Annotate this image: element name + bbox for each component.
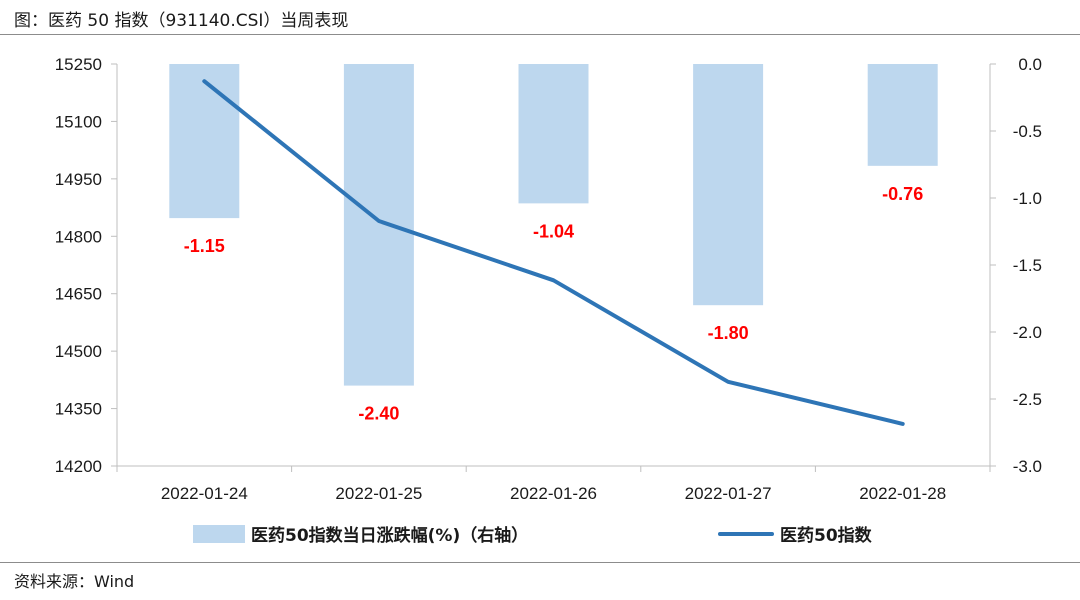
x-axis-tick-label: 2022-01-25	[335, 484, 422, 503]
left-axis-tick-label: 14200	[55, 457, 102, 476]
bar-data-label: -0.76	[882, 184, 923, 204]
x-axis-tick-label: 2022-01-26	[510, 484, 597, 503]
left-axis-tick-label: 14500	[55, 342, 102, 361]
legend-bar-swatch	[193, 525, 245, 543]
bar-series	[169, 64, 938, 386]
left-axis-tick-label: 15100	[55, 112, 102, 131]
bar-2022-01-26	[518, 64, 589, 204]
x-axis-ticks: 2022-01-24 2022-01-25 2022-01-26 2022-01-27…	[161, 484, 946, 503]
right-axis-tick-label: -2.5	[1013, 390, 1042, 409]
x-axis-tick-label: 2022-01-27	[685, 484, 772, 503]
legend-bar-label: 医药50指数当日涨跌幅(%)（右轴）	[251, 525, 528, 546]
left-axis-tick-label: 15250	[55, 55, 102, 74]
x-axis-tick-label: 2022-01-24	[161, 484, 248, 503]
right-axis-tick-label: -0.5	[1013, 122, 1042, 141]
source-note: 资料来源：Wind	[14, 572, 135, 591]
bar-2022-01-28	[867, 64, 938, 166]
right-axis-tick-label: -1.5	[1013, 256, 1042, 275]
bar-2022-01-24	[169, 64, 240, 219]
bar-data-labels: -1.15 -2.40 -1.04 -1.80 -0.76	[184, 184, 923, 424]
combo-chart: -1.15 -2.40 -1.04 -1.80 -0.76 15250 15100 1495…	[55, 55, 1042, 546]
axes	[111, 63, 996, 472]
index-line	[202, 79, 905, 426]
bar-data-label: -1.15	[184, 236, 225, 256]
left-axis-tick-label: 14350	[55, 400, 102, 419]
figure-title: 图：医药 50 指数（931140.CSI）当周表现	[14, 11, 349, 31]
bar-data-label: -2.40	[358, 404, 399, 424]
bar-data-label: -1.80	[708, 323, 749, 343]
bar-2022-01-25	[343, 64, 414, 386]
title-divider	[0, 34, 1080, 35]
right-axis-tick-label: -2.0	[1013, 323, 1042, 342]
right-axis-ticks: 0.0 -0.5 -1.0 -1.5 -2.0 -2.5 -3.0	[1013, 55, 1042, 476]
left-axis-ticks: 15250 15100 14950 14800 14650 14500 14350 14200	[55, 55, 102, 476]
left-axis-tick-label: 14650	[55, 285, 102, 304]
line-series	[202, 79, 905, 426]
x-axis-tick-label: 2022-01-28	[859, 484, 946, 503]
left-axis-tick-label: 14950	[55, 170, 102, 189]
legend: 医药50指数当日涨跌幅(%)（右轴） 医药50指数	[193, 525, 873, 546]
bar-data-label: -1.04	[533, 221, 574, 241]
right-axis-tick-label: 0.0	[1018, 55, 1042, 74]
right-axis-tick-label: -1.0	[1013, 189, 1042, 208]
legend-line-label: 医药50指数	[780, 525, 873, 546]
left-axis-tick-label: 14800	[55, 227, 102, 246]
source-divider	[0, 562, 1080, 563]
right-axis-tick-label: -3.0	[1013, 457, 1042, 476]
bar-2022-01-27	[693, 64, 764, 306]
